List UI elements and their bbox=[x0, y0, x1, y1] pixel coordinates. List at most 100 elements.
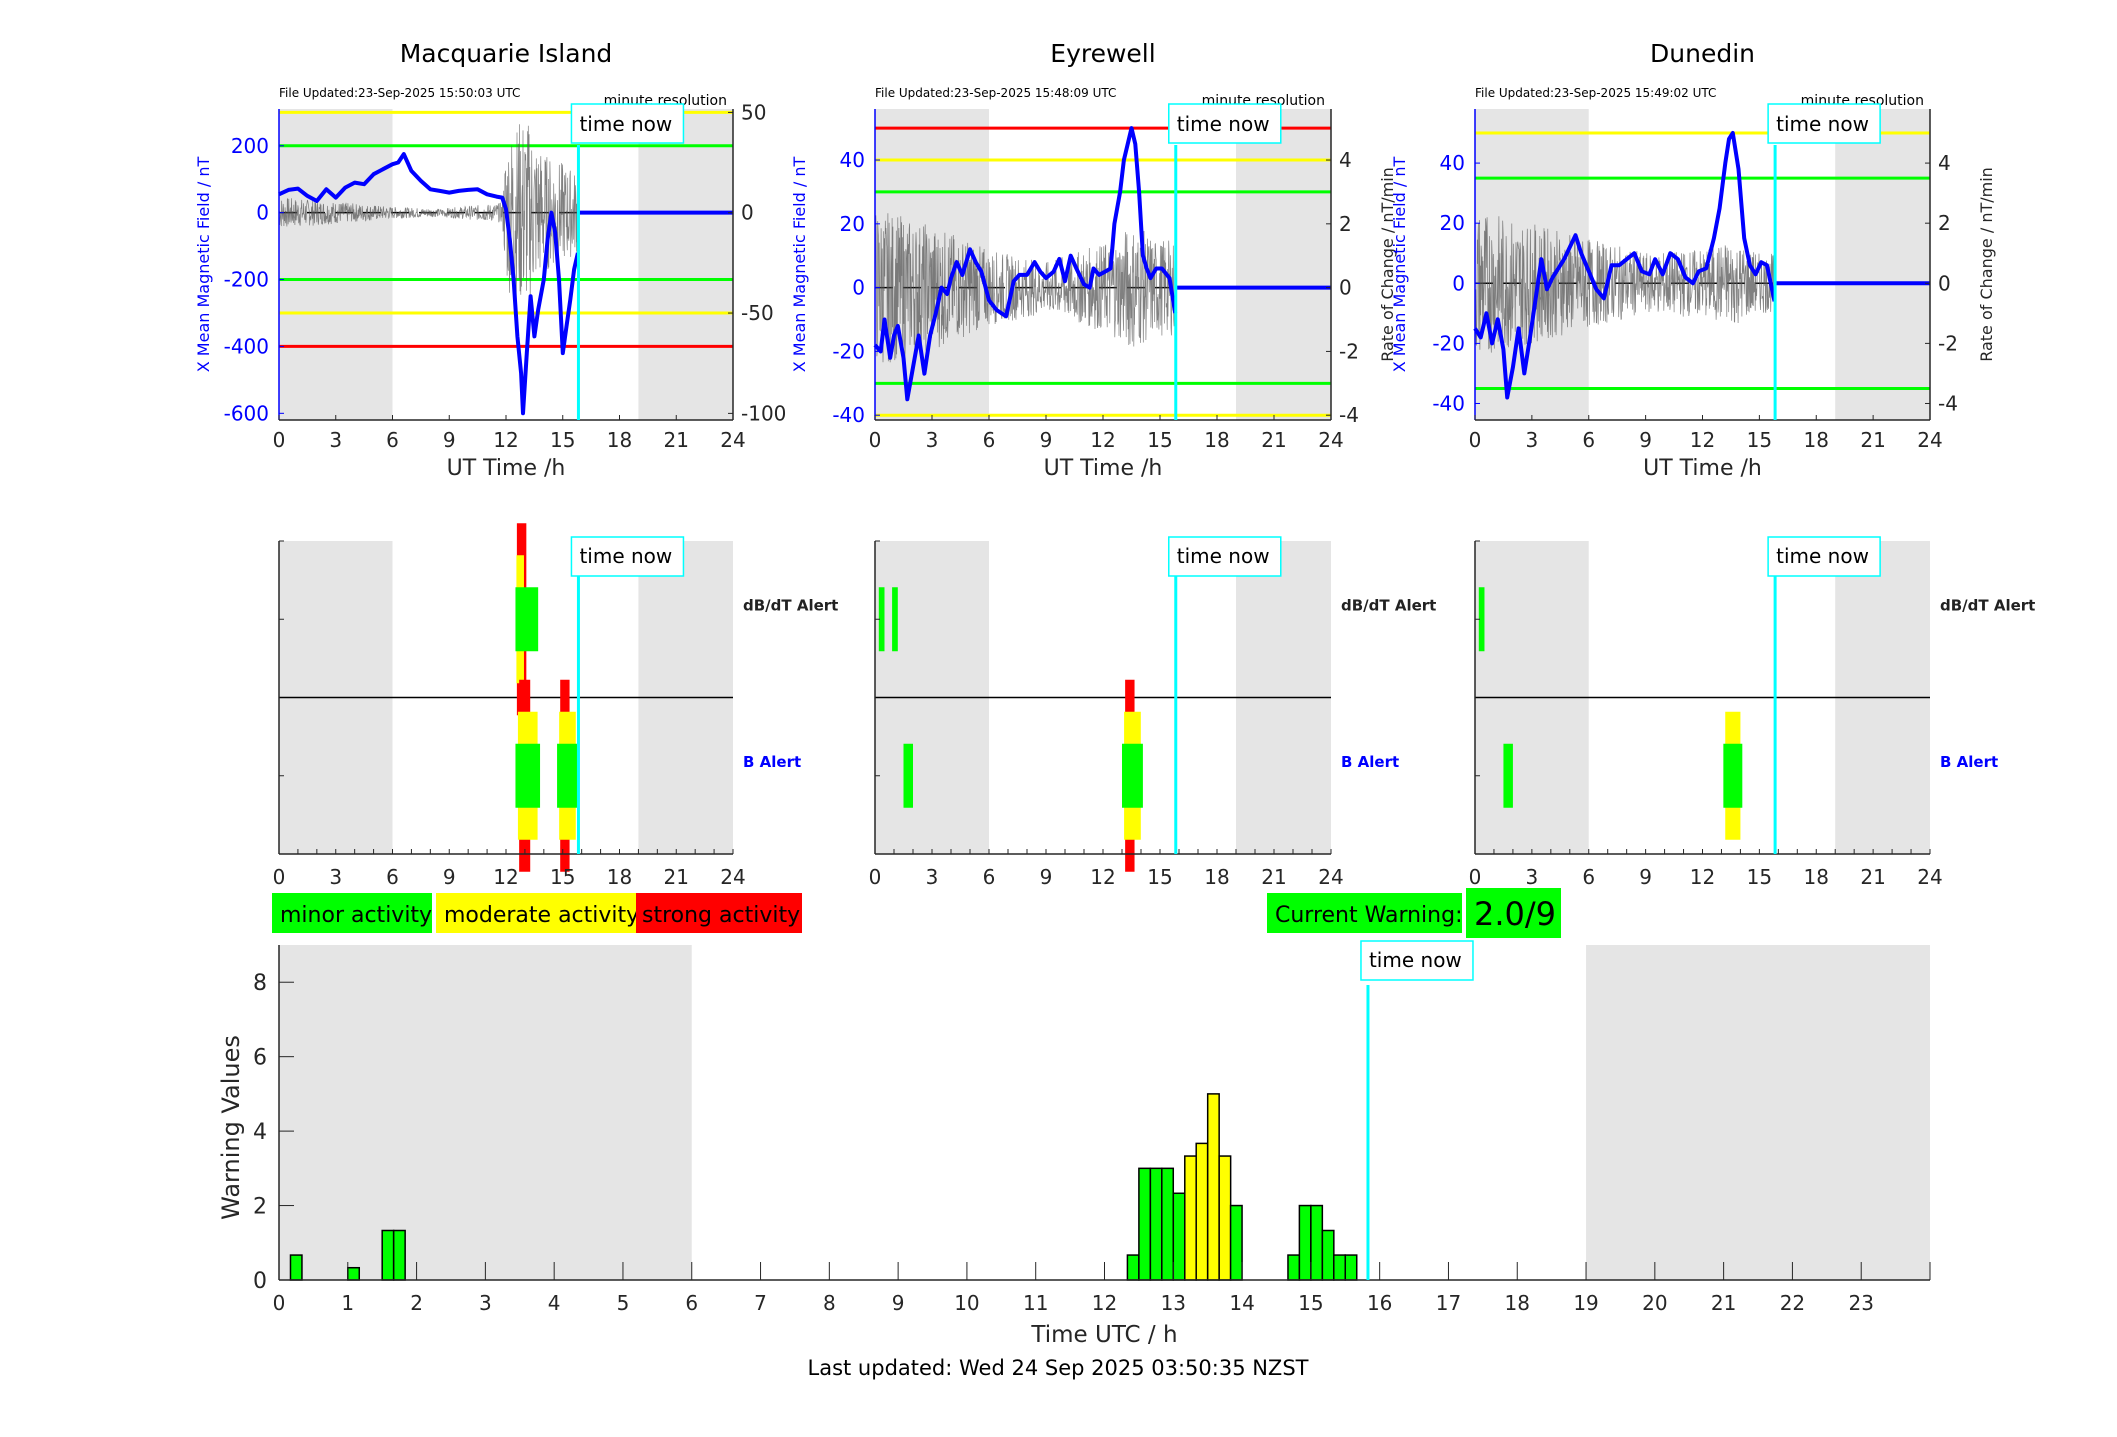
y-tick-label: 8 bbox=[253, 971, 267, 996]
station-title: Eyrewell bbox=[1050, 39, 1155, 68]
y-tick-label: 4 bbox=[253, 1120, 267, 1145]
x-field-trace bbox=[1473, 131, 1777, 400]
warning-bar bbox=[1195, 1142, 1209, 1281]
x-tick-label: 16 bbox=[1367, 1291, 1392, 1315]
alert-x-tick-label: 0 bbox=[869, 865, 882, 889]
b-minor-mark bbox=[903, 743, 913, 808]
left-axis-label: X Mean Magnetic Field / nT bbox=[790, 157, 809, 373]
right-tick-label: 0 bbox=[1339, 276, 1352, 300]
warning-bar bbox=[1161, 1167, 1175, 1281]
alert-x-tick-label: 0 bbox=[273, 865, 286, 889]
dbdt-alert-label: dB/dT Alert bbox=[1940, 596, 2035, 614]
b-minor-mark bbox=[1723, 743, 1743, 808]
right-tick-label: -2 bbox=[1938, 331, 1958, 355]
time-now-box bbox=[1767, 536, 1881, 577]
current-warning-label: Current Warning: bbox=[1275, 903, 1462, 928]
x-tick-label: 15 bbox=[1298, 1291, 1323, 1315]
dbdt-minor-mark bbox=[515, 587, 539, 652]
night-shade bbox=[1475, 109, 1589, 420]
alert-x-tick-label: 12 bbox=[493, 865, 518, 889]
alert-x-tick-label: 9 bbox=[443, 865, 456, 889]
x-tick-label: 4 bbox=[548, 1291, 561, 1315]
x-axis-label: UT Time /h bbox=[1643, 456, 1762, 481]
x-tick-label: 15 bbox=[1147, 428, 1172, 452]
warning-bar bbox=[1172, 1192, 1186, 1281]
x-tick-label: 5 bbox=[617, 1291, 630, 1315]
time-now-box bbox=[570, 103, 685, 144]
legend-moderate-swatch bbox=[436, 893, 636, 933]
legend-minor-label: minor activity bbox=[280, 903, 432, 928]
x-tick-label: 3 bbox=[926, 428, 939, 452]
x-tick-label: 7 bbox=[754, 1291, 767, 1315]
x-tick-label: 24 bbox=[1917, 428, 1942, 452]
alert-panel-eyrewell: 0 3 6 9 12 15 18 21 24 dB/dT Alert B Alert time now bbox=[869, 536, 1436, 889]
alert-panel-dunedin: 0 3 6 9 12 15 18 21 24 dB/dT Alert B Alert time now bbox=[1469, 536, 2035, 889]
dbdt-minor-mark bbox=[878, 587, 885, 652]
night-shade bbox=[1586, 945, 1930, 1280]
alert-x-tick-label: 15 bbox=[550, 865, 575, 889]
current-warning-label-box bbox=[1267, 893, 1462, 933]
right-tick-label: 0 bbox=[1938, 271, 1951, 295]
x-tick-label: 18 bbox=[607, 428, 632, 452]
station-title: Dunedin bbox=[1650, 39, 1755, 68]
time-now-box bbox=[1168, 103, 1282, 144]
alert-x-tick-label: 24 bbox=[720, 865, 745, 889]
left-tick-label: 20 bbox=[1440, 211, 1465, 235]
warning-bar bbox=[1229, 1204, 1243, 1281]
alert-x-tick-label: 3 bbox=[926, 865, 939, 889]
legend-strong-label: strong activity bbox=[642, 903, 800, 928]
alert-x-tick-label: 21 bbox=[1860, 865, 1885, 889]
alert-x-tick-label: 12 bbox=[1090, 865, 1115, 889]
right-tick-label: 2 bbox=[1938, 211, 1951, 235]
right-tick-label: -4 bbox=[1339, 403, 1359, 427]
alert-x-tick-label: 12 bbox=[1690, 865, 1715, 889]
x-tick-label: 11 bbox=[1023, 1291, 1048, 1315]
warning-bar bbox=[392, 1229, 406, 1281]
x-tick-label: 2 bbox=[410, 1291, 423, 1315]
time-now-label: time now bbox=[579, 112, 672, 136]
x-tick-label: 21 bbox=[1860, 428, 1885, 452]
alert-panels: 0 3 6 9 12 15 18 21 24 dB/dT Alert B Alert time now… bbox=[273, 523, 2035, 889]
x-tick-label: 6 bbox=[1582, 428, 1595, 452]
left-tick-label: 200 bbox=[231, 134, 269, 158]
time-now-label: time now bbox=[579, 544, 672, 568]
time-now-label: time now bbox=[1177, 112, 1270, 136]
x-tick-label: 15 bbox=[1747, 428, 1772, 452]
right-tick-label: -2 bbox=[1339, 339, 1359, 363]
alert-x-tick-label: 9 bbox=[1040, 865, 1053, 889]
alert-panel-macquarie-island: 0 3 6 9 12 15 18 21 24 dB/dT Alert B Alert time now bbox=[273, 523, 838, 889]
alert-x-tick-label: 21 bbox=[1261, 865, 1286, 889]
x-tick-label: 12 bbox=[1092, 1291, 1117, 1315]
dbdt-alert-label: dB/dT Alert bbox=[743, 596, 838, 614]
x-tick-label: 20 bbox=[1642, 1291, 1667, 1315]
current-warning: Current Warning: 2.0/9 bbox=[1267, 888, 1561, 938]
alert-x-tick-label: 18 bbox=[607, 865, 632, 889]
warning-bar bbox=[381, 1229, 395, 1281]
x-tick-label: 3 bbox=[479, 1291, 492, 1315]
right-axis-label: Rate of Change / nT/min bbox=[1378, 167, 1397, 362]
x-axis-label: UT Time /h bbox=[1044, 456, 1163, 481]
alert-x-tick-label: 15 bbox=[1747, 865, 1772, 889]
x-tick-label: 18 bbox=[1505, 1291, 1530, 1315]
x-tick-label: 18 bbox=[1204, 428, 1229, 452]
activity-legend: minor activity moderate activity strong … bbox=[272, 893, 802, 933]
alert-x-tick-label: 6 bbox=[1582, 865, 1595, 889]
x-tick-label: 0 bbox=[1469, 428, 1482, 452]
station-title: Macquarie Island bbox=[400, 39, 613, 68]
x-tick-label: 0 bbox=[869, 428, 882, 452]
b-alert-label: B Alert bbox=[743, 753, 801, 771]
x-axis-label: Time UTC / h bbox=[1030, 1322, 1177, 1348]
alert-x-tick-label: 15 bbox=[1147, 865, 1172, 889]
legend-strong-swatch bbox=[636, 893, 802, 933]
left-tick-label: -600 bbox=[224, 401, 269, 425]
rate-of-change-trace bbox=[1474, 216, 1776, 353]
right-tick-label: 4 bbox=[1938, 151, 1951, 175]
left-tick-label: -200 bbox=[224, 268, 269, 292]
left-tick-label: 40 bbox=[840, 148, 865, 172]
legend-moderate-label: moderate activity bbox=[444, 903, 639, 928]
x-tick-label: 21 bbox=[1711, 1291, 1736, 1315]
left-axis-label: X Mean Magnetic Field / nT bbox=[1390, 157, 1409, 373]
x-tick-label: 14 bbox=[1229, 1291, 1254, 1315]
x-field-trace bbox=[873, 126, 1178, 402]
warning-bar bbox=[347, 1266, 361, 1281]
